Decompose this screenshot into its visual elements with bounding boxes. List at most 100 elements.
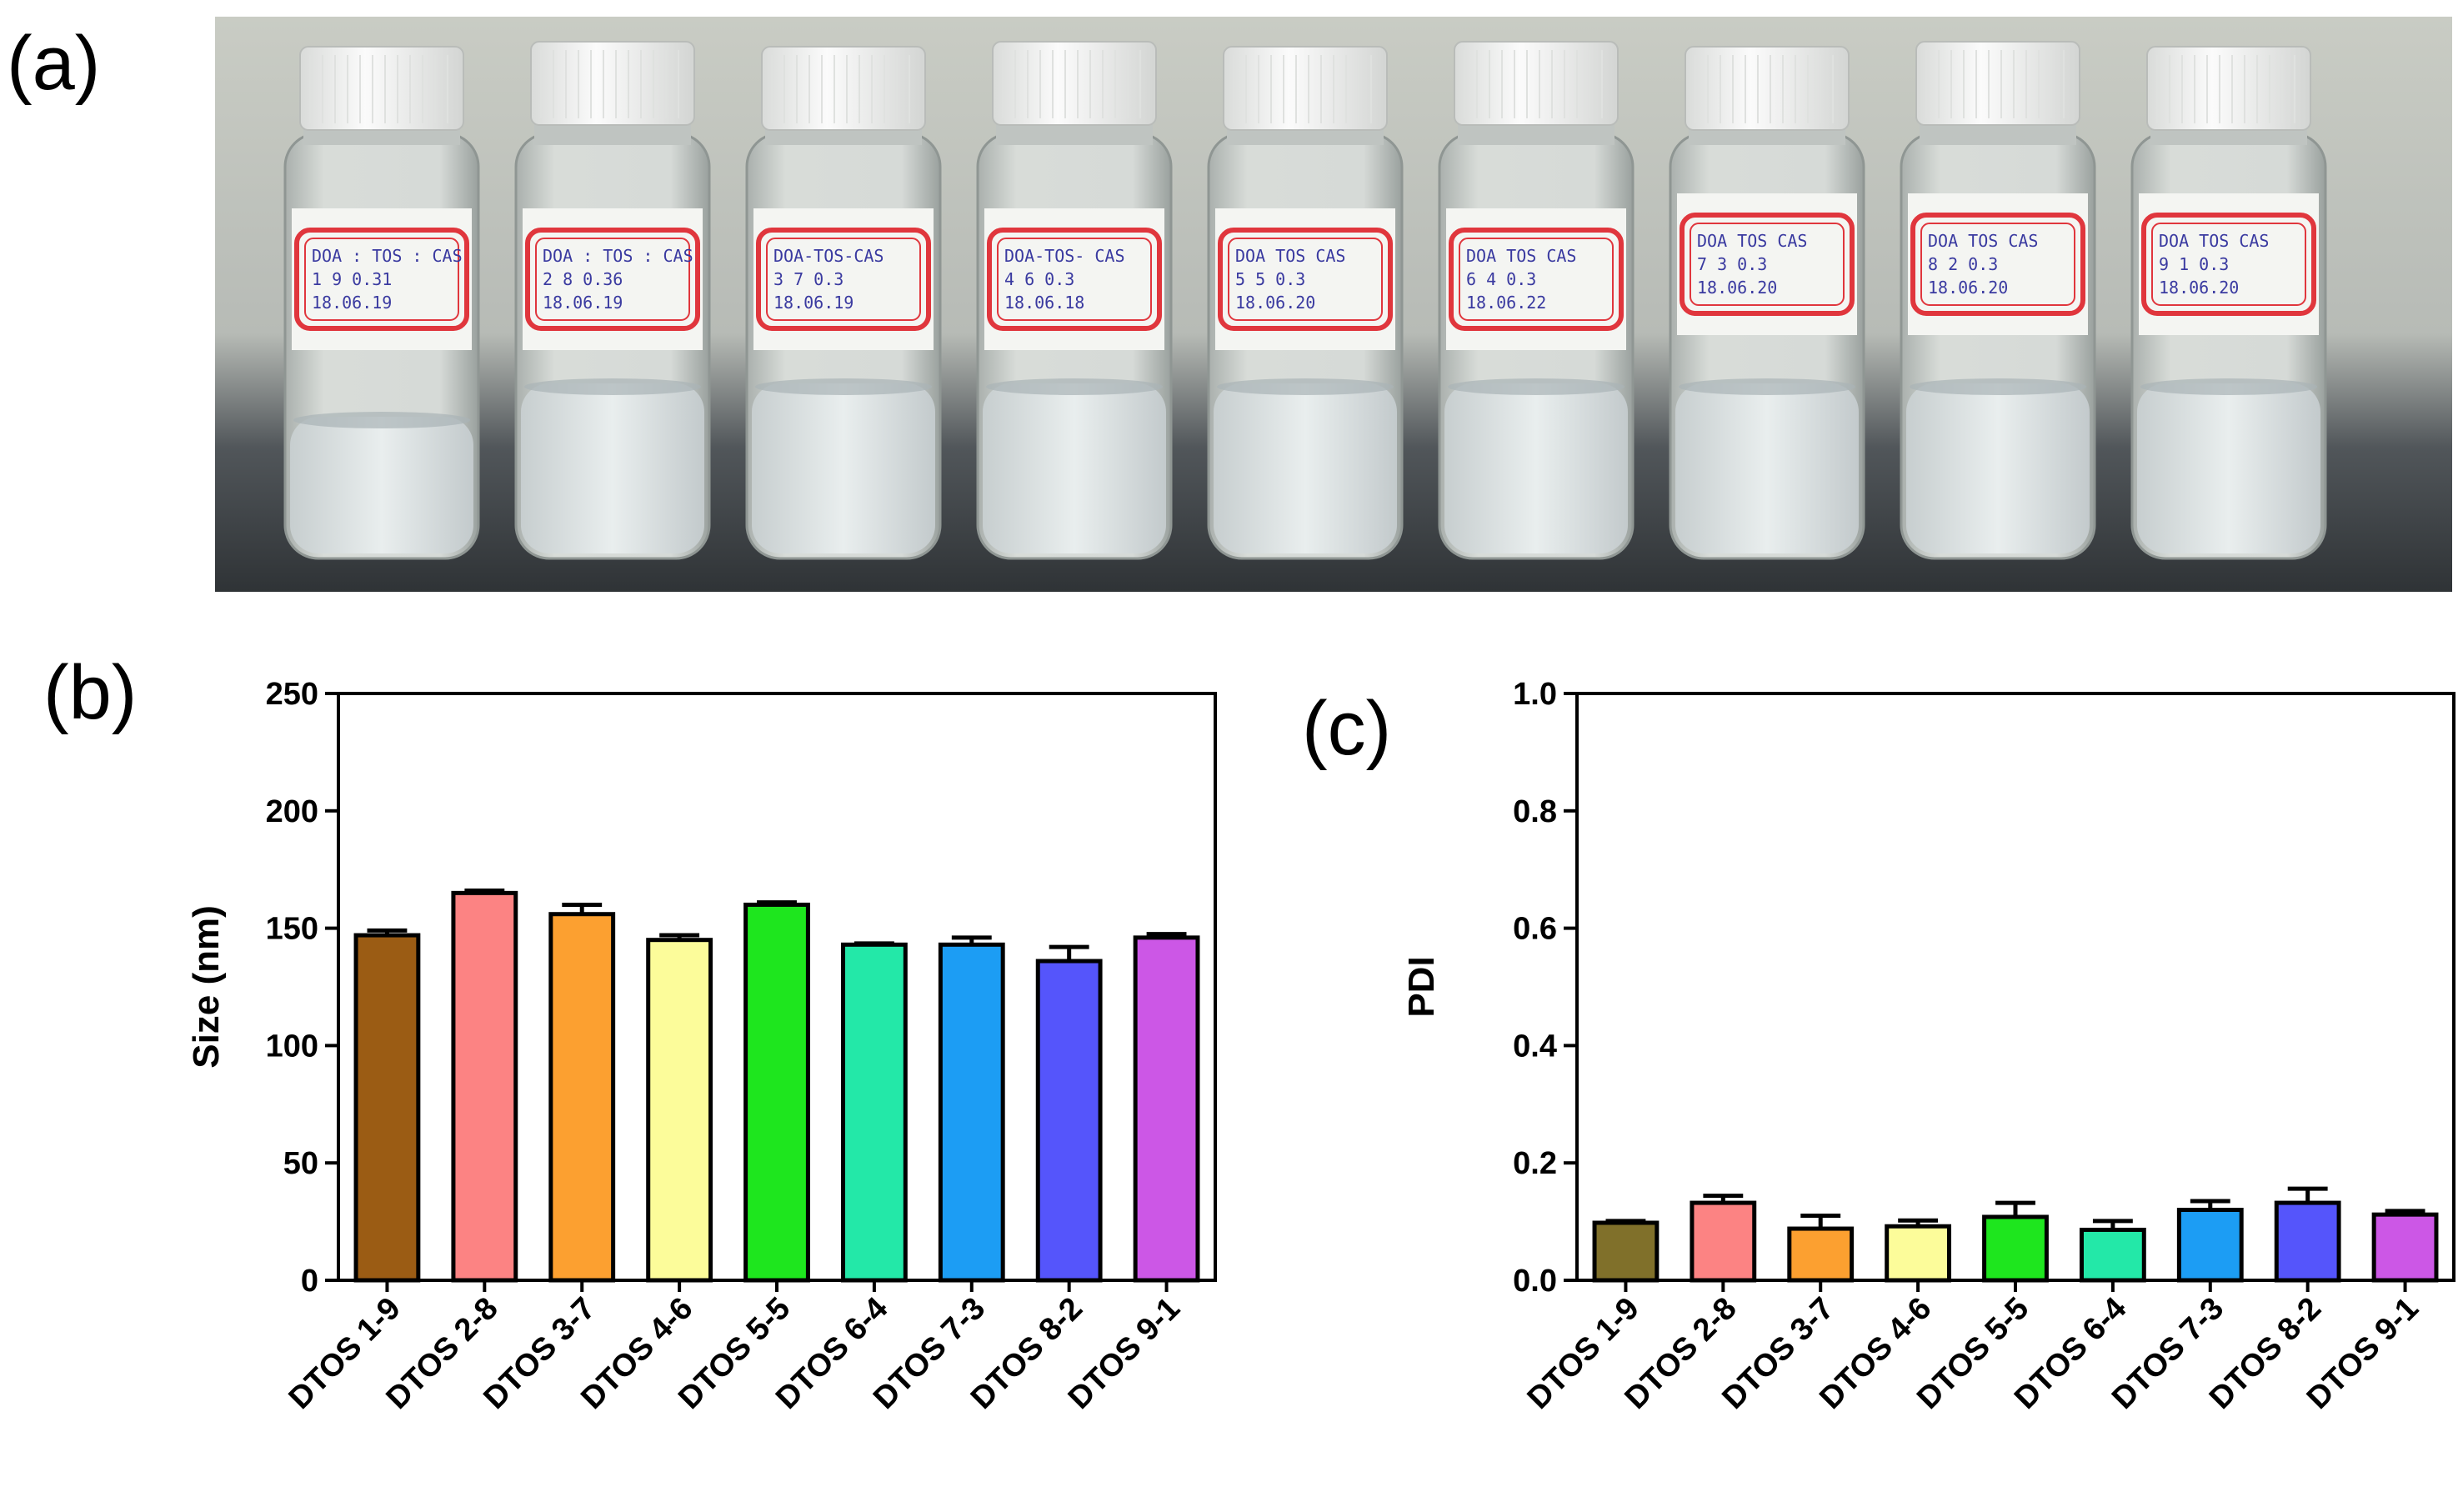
bar-dtos-8-2 — [1035, 959, 1103, 1283]
bar-dtos-9-1 — [2371, 1212, 2439, 1283]
bar-dtos-5-5 — [743, 902, 810, 1283]
vial: DOA : TOS : CAS 2 8 0.36 18.06.19 — [514, 41, 711, 560]
vial-label-line: DOA TOS CAS — [2159, 231, 2269, 251]
vial-label-line: 4 6 0.3 — [1004, 269, 1074, 289]
vial-label-border — [1218, 228, 1393, 331]
liquid-meniscus — [1910, 378, 2086, 395]
vial-label-line: 2 8 0.36 — [543, 269, 623, 289]
vial-label-line: DOA TOS CAS — [1466, 246, 1576, 266]
vial-label-line: 18.06.19 — [543, 293, 623, 313]
vial-label-line: DOA : TOS : CAS — [543, 246, 693, 266]
vial-label-line: 18.06.22 — [1466, 293, 1546, 313]
vial-label-border — [1680, 213, 1855, 316]
vial-label-border — [525, 228, 700, 331]
vial-label-border — [756, 228, 931, 331]
vial-label-line: 6 4 0.3 — [1466, 269, 1536, 289]
panel-label-a: (a) — [7, 21, 101, 106]
vial: DOA TOS CAS 5 5 0.3 18.06.20 — [1207, 46, 1404, 560]
vial-label-inner-border — [1459, 238, 1614, 321]
bar-dtos-7-3 — [938, 942, 1005, 1283]
vial-label-inner-border — [1920, 223, 2075, 306]
vial: DOA-TOS- CAS 4 6 0.3 18.06.18 — [976, 41, 1173, 560]
bar-dtos-9-1 — [1133, 935, 1200, 1283]
vial-cap — [1685, 46, 1850, 131]
panel-label-b: (b) — [43, 650, 138, 735]
bar-dtos-4-6 — [1885, 1224, 1952, 1283]
vial-label-line: 8 2 0.3 — [1928, 254, 1998, 274]
vial-cap — [992, 41, 1157, 126]
vial-label-inner-border — [1228, 238, 1383, 321]
vial-neck — [534, 123, 691, 145]
y-tick-label: 0 — [301, 1264, 318, 1299]
vial-liquid — [983, 383, 1166, 553]
vial-label-line: DOA TOS CAS — [1928, 231, 2038, 251]
y-tick-label: 0.8 — [1513, 794, 1557, 829]
vial-label-border — [1449, 228, 1624, 331]
y-tick-label: 150 — [266, 912, 318, 947]
liquid-meniscus — [1679, 378, 1855, 395]
bar-dtos-4-6 — [646, 938, 713, 1283]
liquid-meniscus — [1448, 378, 1624, 395]
vial: DOA TOS CAS 7 3 0.3 18.06.20 — [1669, 46, 1865, 560]
vial-neck — [1458, 123, 1614, 145]
vial-label-border — [1910, 213, 2085, 316]
bar-dtos-8-2 — [2274, 1200, 2341, 1283]
vial-cap — [761, 46, 926, 131]
panel-label-c: (c) — [1302, 686, 1392, 771]
vial-cap — [1915, 41, 2080, 126]
bar-dtos-2-8 — [1690, 1200, 1757, 1283]
bar-dtos-3-7 — [548, 912, 616, 1283]
y-tick-label: 250 — [266, 677, 318, 712]
liquid-meniscus — [1217, 378, 1394, 395]
liquid-meniscus — [524, 378, 701, 395]
vial-liquid — [290, 417, 473, 553]
vial-label-inner-border — [766, 238, 921, 321]
y-tick-label: 50 — [283, 1146, 318, 1181]
vial-liquid — [2137, 383, 2320, 553]
y-axis-title: Size (nm) — [186, 905, 227, 1069]
bar-dtos-6-4 — [840, 942, 908, 1283]
liquid-meniscus — [986, 378, 1163, 395]
bar-dtos-1-9 — [1592, 1220, 1660, 1283]
y-tick-label: 0.4 — [1513, 1029, 1557, 1064]
vial-label-line: 18.06.20 — [2159, 278, 2239, 298]
liquid-meniscus — [2140, 378, 2317, 395]
vial-label-line: DOA TOS CAS — [1697, 231, 1807, 251]
vial-liquid — [752, 383, 935, 553]
vial-label-line: 18.06.20 — [1928, 278, 2008, 298]
vial-liquid — [1214, 383, 1397, 553]
vial-label-line: 9 1 0.3 — [2159, 254, 2229, 274]
bar-dtos-1-9 — [353, 933, 421, 1283]
vial-label-border — [2141, 213, 2316, 316]
vial-neck — [996, 123, 1153, 145]
vial-neck — [1920, 123, 2076, 145]
vial-label-line: DOA : TOS : CAS — [312, 246, 463, 266]
vial-liquid — [1444, 383, 1628, 553]
liquid-meniscus — [293, 412, 470, 428]
plot-frame — [1575, 692, 2455, 1282]
vial: DOA TOS CAS 8 2 0.3 18.06.20 — [1900, 41, 2096, 560]
vial: DOA-TOS-CAS 3 7 0.3 18.06.19 — [745, 46, 942, 560]
vial: DOA : TOS : CAS 1 9 0.31 18.06.19 — [283, 46, 480, 560]
vial-cap — [1454, 41, 1619, 126]
vial-cap — [530, 41, 695, 126]
vial-label-line: 18.06.19 — [312, 293, 392, 313]
vial-label-line: 18.06.20 — [1697, 278, 1777, 298]
vial-label-line: DOA-TOS-CAS — [773, 246, 884, 266]
vial-cap — [2146, 46, 2311, 131]
vial-label-line: 1 9 0.31 — [312, 269, 392, 289]
vial-label-line: 3 7 0.3 — [773, 269, 844, 289]
bar-dtos-3-7 — [1787, 1226, 1855, 1283]
vial-label-border — [987, 228, 1162, 331]
y-tick-label: 0.6 — [1513, 912, 1557, 947]
vial-label-line: 7 3 0.3 — [1697, 254, 1767, 274]
vial-label-inner-border — [2151, 223, 2306, 306]
y-tick-label: 1.0 — [1513, 677, 1557, 712]
vial-liquid — [521, 383, 704, 553]
vial: DOA TOS CAS 9 1 0.3 18.06.20 — [2130, 46, 2327, 560]
y-tick-label: 200 — [266, 794, 318, 829]
vial: DOA TOS CAS 6 4 0.3 18.06.22 — [1438, 41, 1634, 560]
